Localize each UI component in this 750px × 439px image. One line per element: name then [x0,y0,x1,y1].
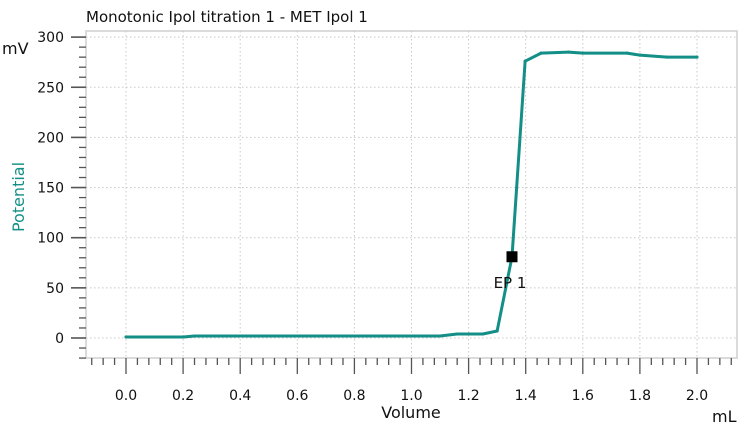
y-axis-label: Potential [9,162,28,232]
y-tick-label: 150 [37,181,64,197]
data-point [567,50,571,54]
series-segment [539,50,571,55]
x-tick-label: 1.6 [572,388,594,404]
x-tick-label: 1.0 [400,388,422,404]
data-point [181,335,185,339]
series-segment [438,332,459,338]
x-tick-label: 0.4 [229,388,251,404]
y-tick-label: 300 [37,30,64,46]
data-point [539,51,543,55]
data-point [625,51,629,55]
x-tick-label: 2.0 [686,388,708,404]
data-point [455,332,459,336]
series-segment [495,255,514,333]
data-point [638,53,642,57]
data-point [523,59,527,63]
x-tick-label: 1.8 [629,388,651,404]
data-point [581,51,585,55]
x-axis-label: Volume [381,403,441,422]
endpoint-marker [506,251,518,263]
y-tick-label: 50 [46,281,64,297]
series-segment [181,334,197,339]
chart-title: Monotonic Ipol titration 1 - MET Ipol 1 [86,8,368,26]
series-segment [481,329,499,336]
data-point [665,55,669,59]
x-tick-label: 0.6 [286,388,308,404]
y-tick-label: 200 [37,130,64,146]
data-point [481,332,485,336]
data-point [438,334,442,338]
data-point [495,329,499,333]
data-point [124,335,128,339]
series-segment [638,53,669,59]
endpoint-label: EP 1 [494,274,527,292]
data-point [695,55,699,59]
x-tick-label: 1.2 [457,388,479,404]
x-tick-label: 1.4 [515,388,537,404]
x-tick-label: 0.0 [115,388,137,404]
x-unit-label: mL [712,407,737,426]
x-tick-label: 0.8 [343,388,365,404]
series-segment [510,59,527,259]
y-tick-label: 0 [55,331,64,347]
data-point [193,334,197,338]
y-tick-label: 100 [37,231,64,247]
x-tick-label: 0.2 [172,388,194,404]
y-unit-label: mV [2,39,29,58]
series-segment [523,51,543,63]
series-segment [567,50,585,55]
series-segment [625,51,642,57]
data-point [381,334,385,338]
y-tick-label: 250 [37,80,64,96]
